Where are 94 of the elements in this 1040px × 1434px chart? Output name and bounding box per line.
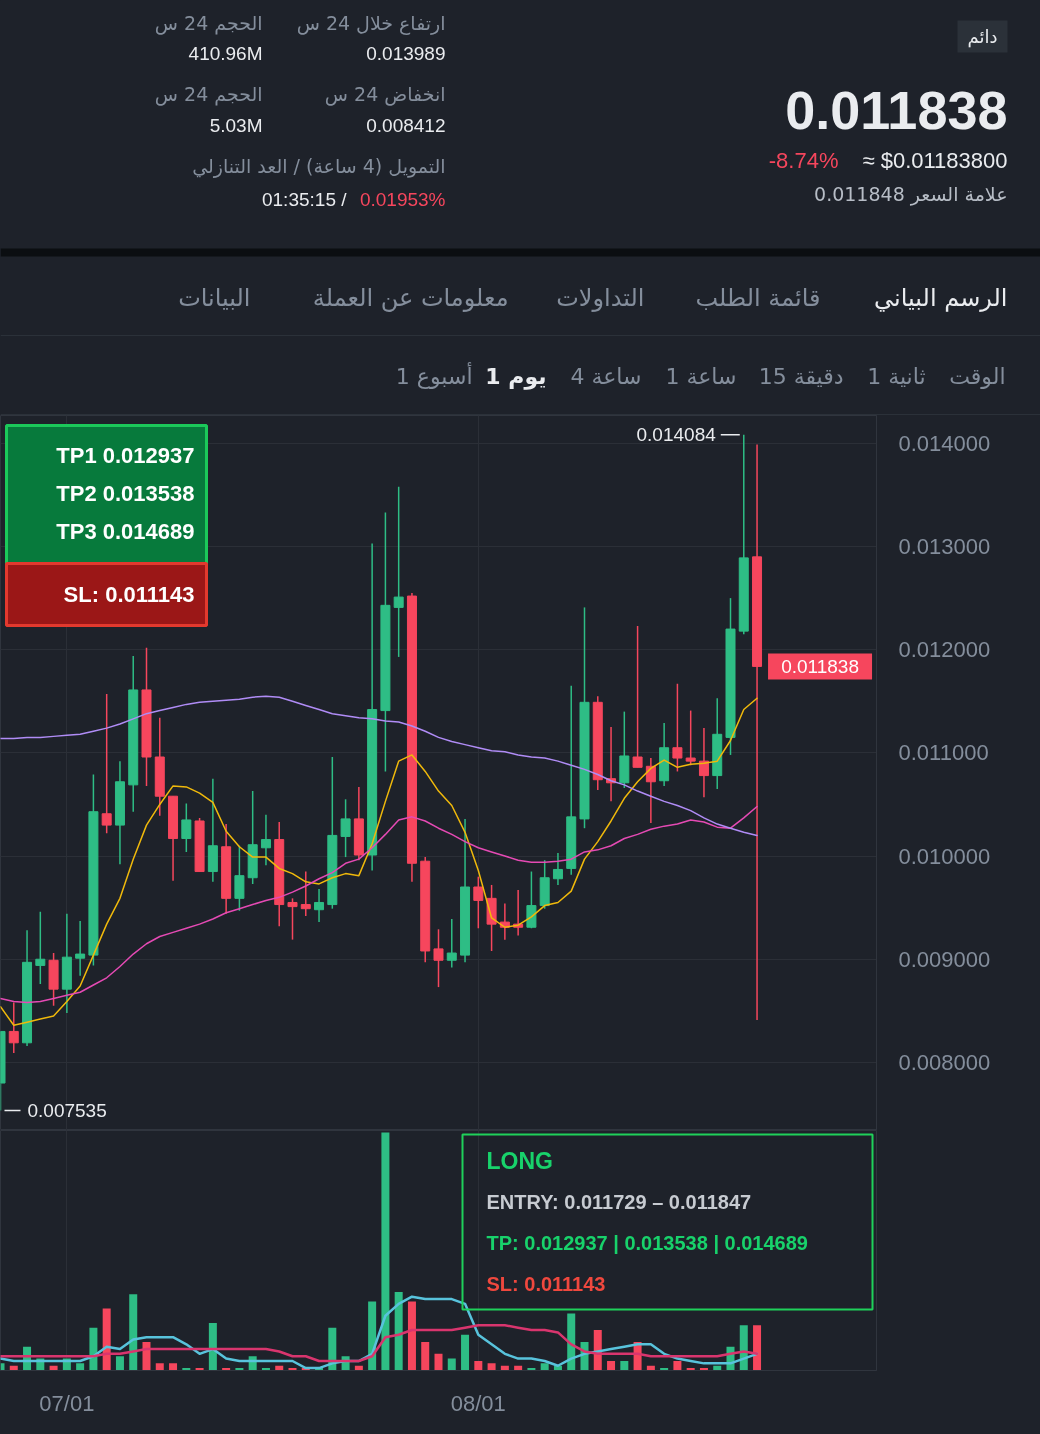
text: ≈ $0.01183800 [862, 148, 1008, 173]
bar [434, 1353, 443, 1371]
candlestick [8, 1001, 19, 1054]
candlestick [552, 852, 563, 886]
candlestick [446, 918, 457, 969]
x-tick-label: 08/01 [450, 1390, 506, 1416]
candlestick [473, 875, 484, 930]
text: 1 ساعة [665, 364, 737, 389]
candlestick [75, 920, 86, 977]
text: علامة السعر 0.011848 [814, 182, 1008, 206]
candlestick [526, 870, 537, 930]
bar [155, 1363, 164, 1371]
bar [567, 1313, 576, 1371]
text: -8.74% [768, 148, 839, 173]
bar [461, 1334, 470, 1371]
y-tick-label: 0.012000 [898, 637, 991, 663]
candlestick [260, 814, 271, 867]
bar [394, 1291, 403, 1371]
y-tick-label: 0.009000 [898, 946, 991, 972]
text: 410.96M [188, 43, 263, 64]
annotation: 0.007535 [27, 1099, 107, 1121]
annotation: TP2 0.013538 [56, 481, 195, 506]
text: دائم [967, 26, 998, 48]
x-tick-label: 07/01 [39, 1390, 95, 1416]
line-series [0, 805, 758, 1004]
bar [487, 1363, 496, 1371]
text: انخفاض 24 س [324, 82, 446, 106]
y-tick-label: 0.014000 [898, 430, 991, 456]
bar [169, 1363, 178, 1371]
y-tick-label: 0.011000 [898, 740, 989, 766]
annotation: SL: 0.011143 [486, 1272, 606, 1295]
y-tick-label: 0.010000 [898, 843, 991, 869]
bar [142, 1341, 151, 1371]
bar [673, 1360, 682, 1371]
bar [447, 1358, 456, 1371]
annotation: LONG [486, 1147, 553, 1174]
text: قائمة الطلب [695, 283, 821, 312]
text: 1 أسبوع [395, 362, 473, 389]
text: 0.011838 [785, 80, 1008, 140]
bar [607, 1360, 616, 1371]
text: 1 يوم [485, 364, 547, 390]
bar [407, 1301, 416, 1371]
bar [115, 1356, 124, 1371]
annotation: TP1 0.012937 [56, 443, 195, 468]
line-series [0, 695, 758, 837]
candlestick [35, 911, 46, 985]
annotation: ENTRY: 0.011729 – 0.011847 [486, 1190, 752, 1213]
annotation: TP3 0.014689 [56, 519, 195, 544]
bar [208, 1322, 217, 1371]
text: البيانات [178, 283, 251, 312]
y-tick-label: 0.008000 [898, 1049, 991, 1075]
text: ارتفاع خلال 24 س [296, 11, 446, 35]
candlestick [393, 485, 404, 658]
candlestick [300, 870, 311, 917]
y-tick-label: 0.013000 [898, 534, 991, 560]
text: التمويل (4 ساعة) / العد التنازلي [192, 154, 446, 178]
bar [381, 1132, 390, 1371]
annotation: TP: 0.012937 | 0.013538 | 0.014689 [486, 1231, 808, 1254]
candlestick [632, 625, 643, 769]
bar [76, 1363, 85, 1371]
bar [421, 1341, 430, 1371]
text: 0.01953% [359, 189, 446, 210]
candlestick [340, 798, 351, 858]
bar [540, 1363, 549, 1371]
text: 0.008412 [366, 115, 446, 136]
text: التداولات [556, 283, 645, 312]
candlestick [101, 693, 112, 835]
text: معلومات عن العملة [312, 283, 509, 312]
candlestick [287, 897, 298, 941]
text: 5.03M [209, 115, 263, 136]
text: 15 دقيقة [758, 364, 844, 389]
text: الوقت [949, 364, 1006, 389]
bar [620, 1360, 629, 1371]
text: 1 ثانية [867, 364, 926, 389]
candlestick [672, 683, 683, 773]
annotation: SL: 0.011143 [63, 582, 195, 607]
candlestick [433, 928, 444, 988]
candlestick [181, 802, 192, 853]
bar [102, 1308, 111, 1371]
candlestick [314, 888, 325, 923]
annotation: 0.014084 [636, 424, 717, 446]
text: 4 ساعة [570, 364, 642, 389]
text: الحجم 24 س [154, 11, 263, 35]
candlestick [698, 727, 709, 798]
line-series [0, 697, 758, 1027]
bar [753, 1325, 762, 1371]
text: 0.013989 [366, 43, 446, 64]
bar [129, 1294, 138, 1371]
text: الرسم البياني [874, 283, 1008, 312]
bar [89, 1327, 98, 1371]
annotation: 0.011838 [781, 655, 859, 677]
text: الحجم 24 س [154, 82, 263, 106]
text: 01:35:15 / [261, 189, 348, 210]
bar [474, 1360, 483, 1371]
